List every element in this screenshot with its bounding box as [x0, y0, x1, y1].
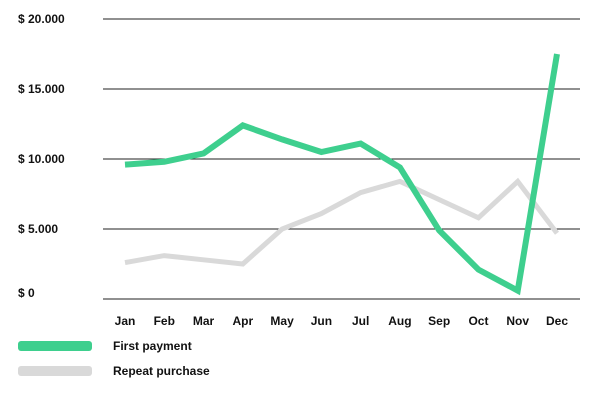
y-axis-ticks: $ 20.000 $ 15.000 $ 10.000 $ 5.000 $ 0: [18, 12, 65, 300]
x-tick-label: Jun: [311, 314, 332, 328]
legend-label: Repeat purchase: [113, 364, 210, 378]
x-tick-label: Mar: [193, 314, 215, 328]
y-tick-label: $ 15.000: [18, 82, 65, 96]
legend: First payment Repeat purchase: [18, 339, 210, 378]
x-axis-ticks: Jan Feb Mar Apr May Jun Jul Aug Sep Oct Nov Dec: [115, 314, 569, 328]
legend-swatch: [18, 341, 92, 351]
x-tick-label: Apr: [232, 314, 253, 328]
y-tick-label: $ 20.000: [18, 12, 65, 26]
legend-swatch: [18, 366, 92, 376]
y-tick-label: $ 10.000: [18, 152, 65, 166]
x-tick-label: Aug: [388, 314, 411, 328]
x-tick-label: Oct: [468, 314, 488, 328]
x-tick-label: Sep: [428, 314, 450, 328]
x-tick-label: Jan: [115, 314, 136, 328]
y-tick-label: $ 5.000: [18, 222, 58, 236]
x-tick-label: May: [270, 314, 294, 328]
x-tick-label: Dec: [546, 314, 568, 328]
series-line: [124, 177, 559, 267]
y-tick-label: $ 0: [18, 286, 35, 300]
x-tick-label: Jul: [352, 314, 369, 328]
legend-label: First payment: [113, 339, 192, 353]
series-line: [124, 53, 560, 296]
x-tick-label: Feb: [154, 314, 175, 328]
series-lines: [124, 53, 560, 296]
x-tick-label: Nov: [506, 314, 529, 328]
